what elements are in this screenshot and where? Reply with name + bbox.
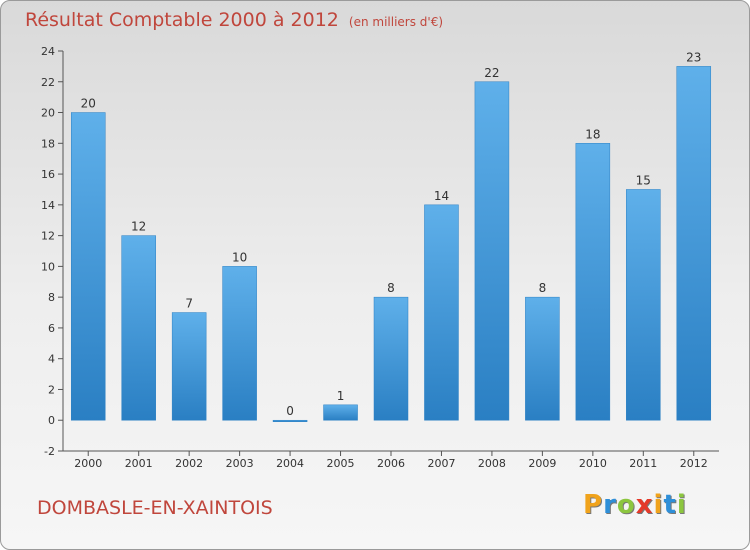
commune-name: DOMBASLE-EN-XAINTOIS <box>37 497 273 519</box>
bar <box>171 312 207 421</box>
logo-letter: o <box>616 490 636 520</box>
bar-value-label: 8 <box>539 281 547 295</box>
y-tick-label: 12 <box>41 230 55 243</box>
bars <box>70 66 712 422</box>
bar-value-label: 22 <box>484 66 499 80</box>
bar <box>424 204 459 421</box>
x-tick-label: 2002 <box>175 457 203 470</box>
y-tick-label: 8 <box>48 291 55 304</box>
y-tick-label: 18 <box>41 137 55 150</box>
y-tick-label: 16 <box>41 168 55 181</box>
x-tick-label: 2001 <box>125 457 153 470</box>
y-tick-label: 0 <box>48 414 55 427</box>
y-tick-label: 22 <box>41 76 55 89</box>
bar <box>525 296 560 421</box>
bar <box>70 112 106 421</box>
chart-title: Résultat Comptable 2000 à 2012 <box>25 9 339 31</box>
bar <box>222 266 257 421</box>
bar-value-label: 23 <box>686 50 701 64</box>
bar-value-label: 15 <box>636 173 651 187</box>
bar <box>373 296 409 421</box>
y-tick-label: 6 <box>48 322 55 335</box>
x-tick-label: 2009 <box>528 457 556 470</box>
chart-subtitle: (en milliers d'€) <box>348 15 444 29</box>
x-tick-label: 2005 <box>327 457 355 470</box>
y-tick-label: 20 <box>41 107 55 120</box>
x-tick-label: 2011 <box>629 457 657 470</box>
bar <box>272 419 308 422</box>
x-tick-label: 2004 <box>276 457 304 470</box>
proxiti-logo[interactable]: Proxiti <box>583 490 687 520</box>
logo-letter: i <box>653 490 664 520</box>
logo-letter: t <box>663 490 677 520</box>
y-tick-label: -2 <box>44 445 55 458</box>
bar-value-label: 0 <box>286 404 294 418</box>
bar <box>575 143 611 421</box>
x-tick-label: 2012 <box>680 457 708 470</box>
bar <box>676 66 712 421</box>
bar-value-label: 18 <box>585 127 600 141</box>
y-tick-label: 2 <box>48 383 55 396</box>
y-tick-label: 14 <box>41 199 55 212</box>
x-tick-label: 2010 <box>579 457 607 470</box>
bar <box>474 81 510 421</box>
logo-letter: x <box>635 490 654 520</box>
x-tick-label: 2000 <box>74 457 102 470</box>
logo-letter: r <box>603 490 617 520</box>
bar-value-label: 7 <box>185 297 193 311</box>
x-tick-label: 2003 <box>226 457 254 470</box>
bar <box>323 404 358 421</box>
bar <box>121 235 156 421</box>
y-tick-label: 10 <box>41 260 55 273</box>
bar-value-label: 8 <box>387 281 395 295</box>
y-tick-label: 24 <box>41 45 55 58</box>
bar-value-label: 20 <box>81 97 96 111</box>
x-tick-label: 2008 <box>478 457 506 470</box>
bar-value-label: 12 <box>131 220 146 234</box>
title-row: Résultat Comptable 2000 à 2012 (en millie… <box>25 9 443 31</box>
y-tick-label: 4 <box>48 353 55 366</box>
logo-letter: i <box>676 490 687 520</box>
bar-value-label: 1 <box>337 389 345 403</box>
bar <box>626 189 661 421</box>
logo-letter: P <box>583 490 604 520</box>
x-tick-label: 2007 <box>427 457 455 470</box>
bar-value-label: 14 <box>434 189 449 203</box>
x-tick-label: 2006 <box>377 457 405 470</box>
bar-value-label: 10 <box>232 250 247 264</box>
